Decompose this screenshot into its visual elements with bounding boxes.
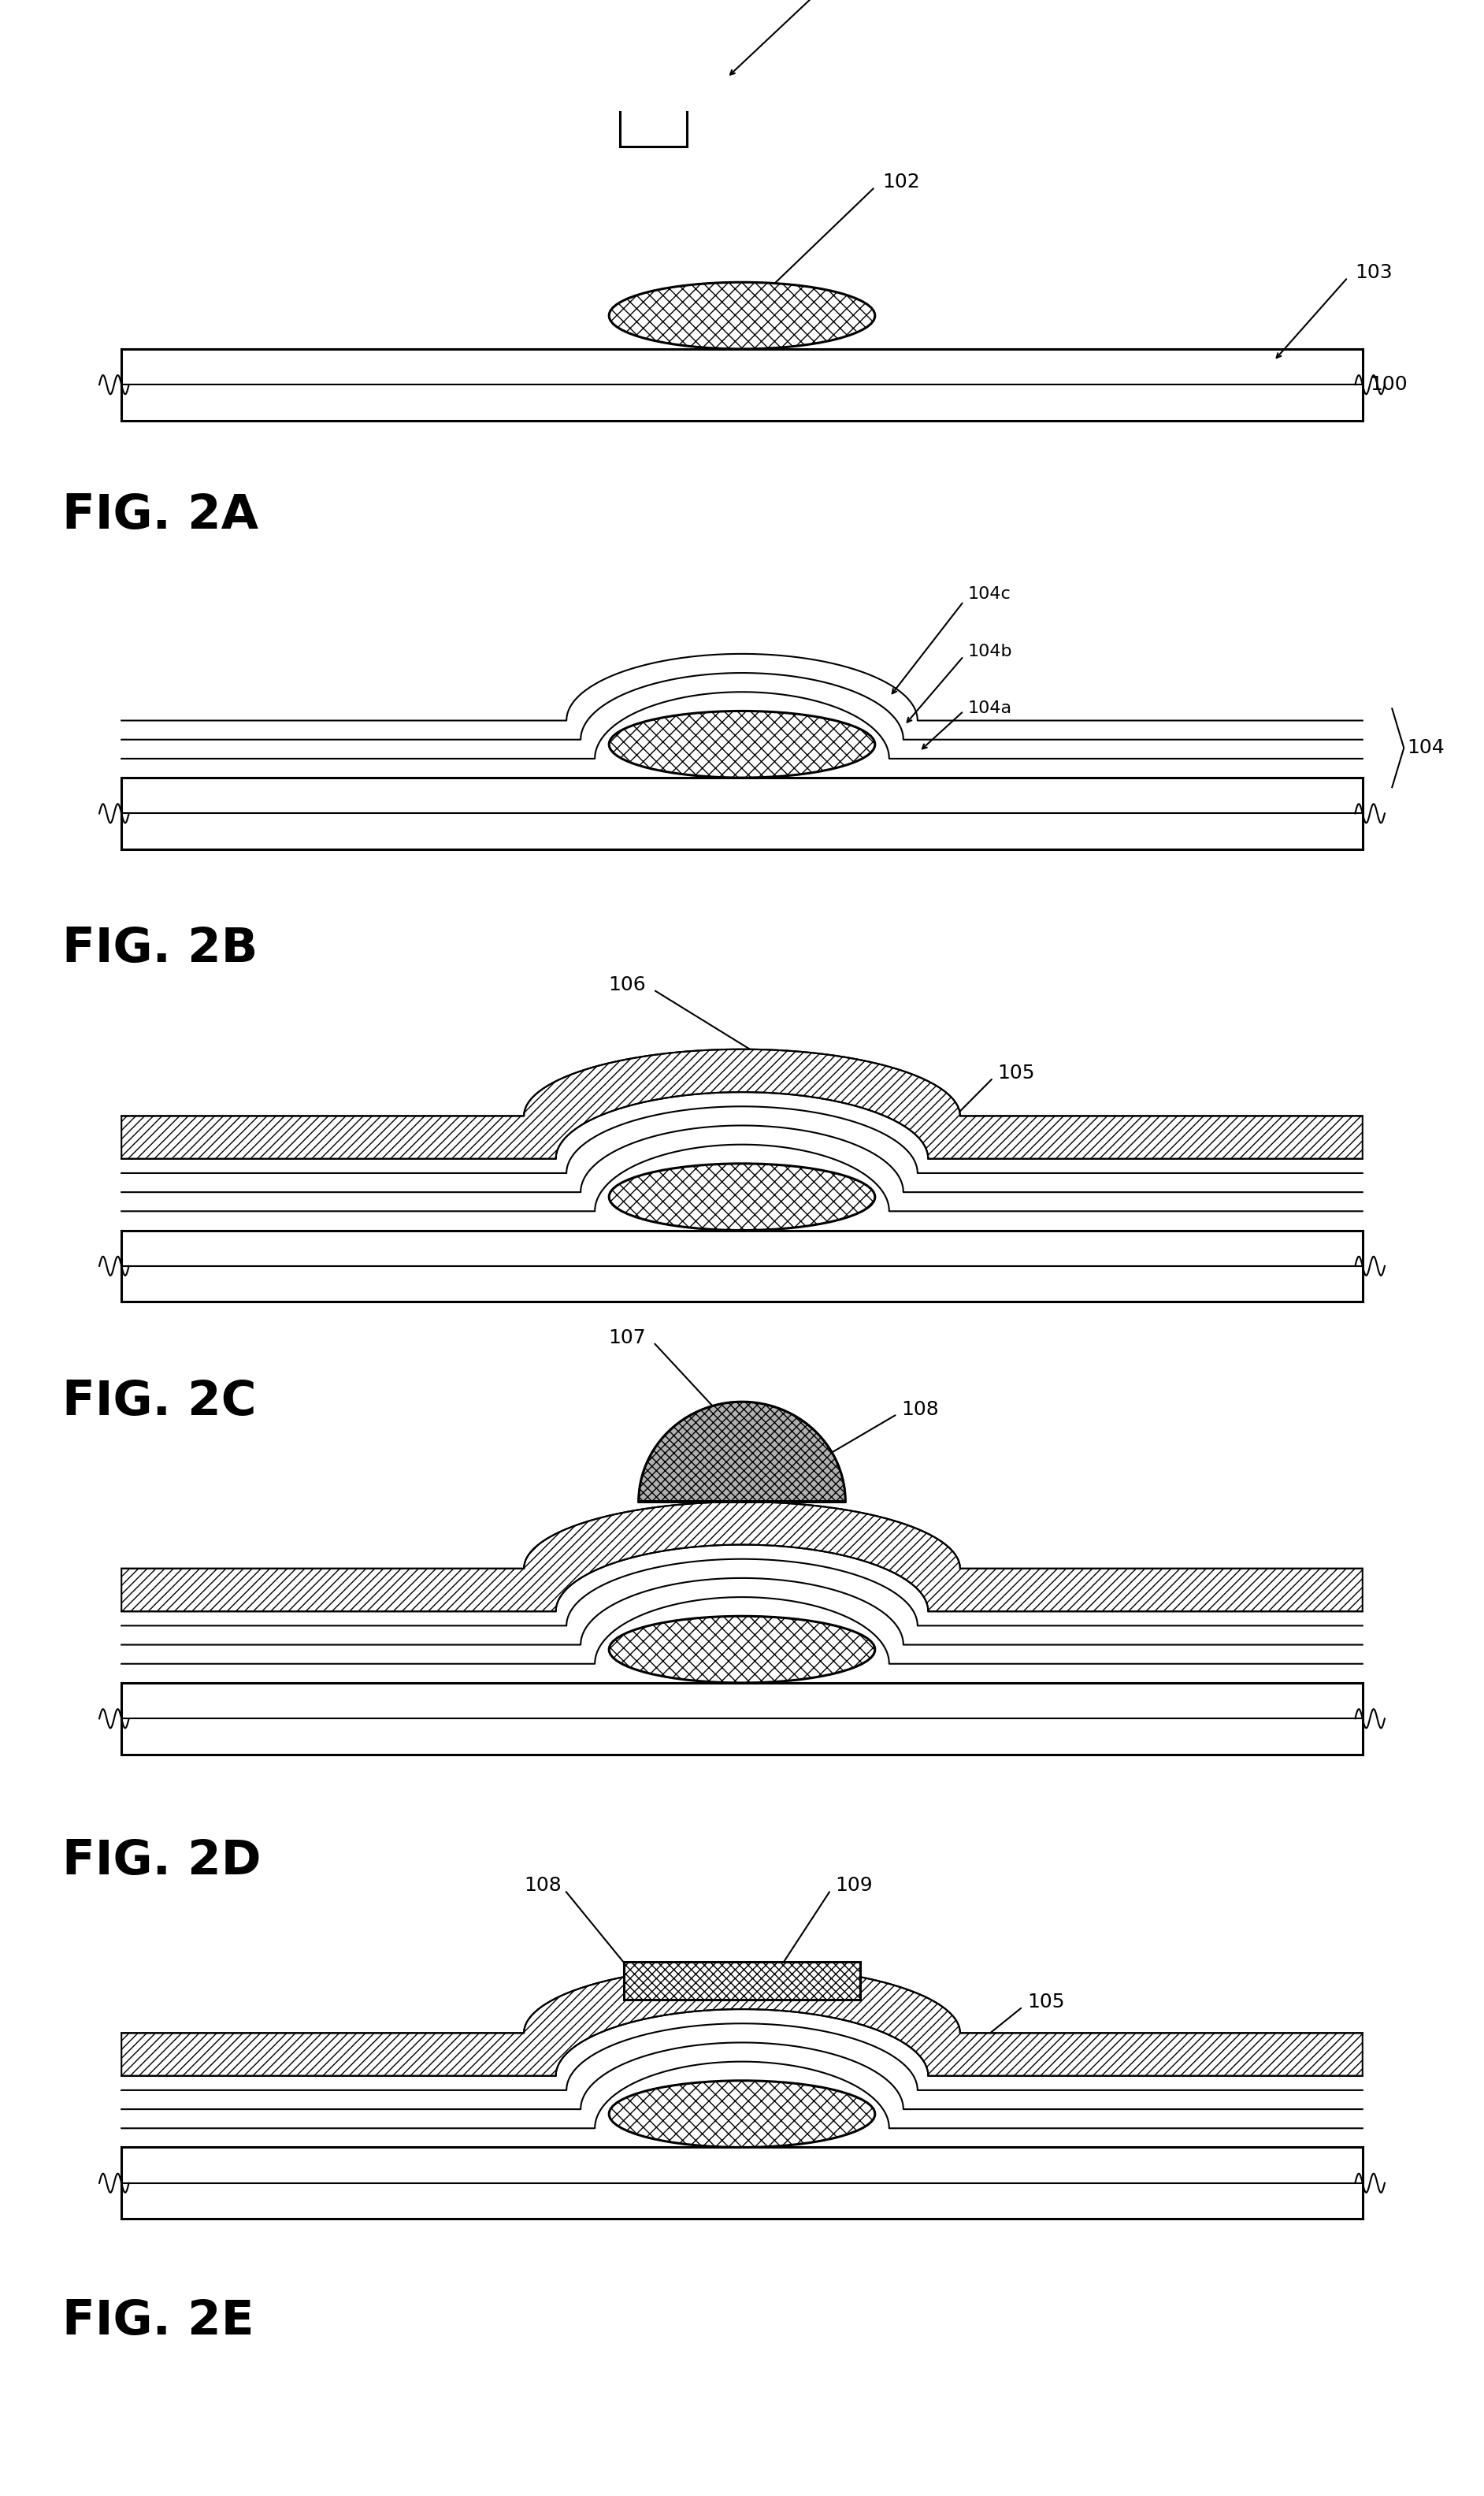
Ellipse shape [608, 2082, 876, 2147]
Text: 109: 109 [835, 1877, 873, 1894]
Text: 106: 106 [608, 976, 646, 993]
Polygon shape [122, 779, 1362, 849]
Ellipse shape [608, 282, 876, 349]
Polygon shape [122, 1231, 1362, 1303]
Text: FIG. 2A: FIG. 2A [62, 492, 258, 539]
Polygon shape [122, 1967, 1362, 2077]
Text: 104: 104 [1407, 739, 1444, 756]
Ellipse shape [608, 711, 876, 779]
Text: FIG. 2D: FIG. 2D [62, 1837, 261, 1884]
Polygon shape [122, 1503, 1362, 1612]
Text: 104b: 104b [968, 644, 1012, 659]
Ellipse shape [608, 1163, 876, 1231]
Bar [620, 105, 687, 147]
Text: 102: 102 [883, 172, 920, 192]
Text: 105: 105 [1027, 1992, 1064, 2012]
Text: 103: 103 [1355, 262, 1392, 282]
Text: FIG. 2B: FIG. 2B [62, 926, 258, 973]
Bar [623, 1962, 861, 1999]
Text: 100: 100 [1370, 374, 1407, 394]
Polygon shape [638, 1403, 846, 1503]
Polygon shape [122, 1682, 1362, 1755]
Text: 104c: 104c [968, 587, 1011, 602]
Text: 104a: 104a [968, 701, 1012, 716]
Text: 105: 105 [997, 1063, 1034, 1083]
Text: FIG. 2E: FIG. 2E [62, 2299, 254, 2344]
Text: 107: 107 [608, 1328, 646, 1348]
Ellipse shape [608, 1615, 876, 1682]
Polygon shape [122, 1048, 1362, 1158]
Bar [565, 52, 742, 105]
Polygon shape [122, 349, 1362, 419]
Text: FIG. 2C: FIG. 2C [62, 1378, 257, 1425]
Text: 108: 108 [524, 1877, 562, 1894]
Polygon shape [122, 2147, 1362, 2219]
Text: 108: 108 [902, 1400, 939, 1418]
